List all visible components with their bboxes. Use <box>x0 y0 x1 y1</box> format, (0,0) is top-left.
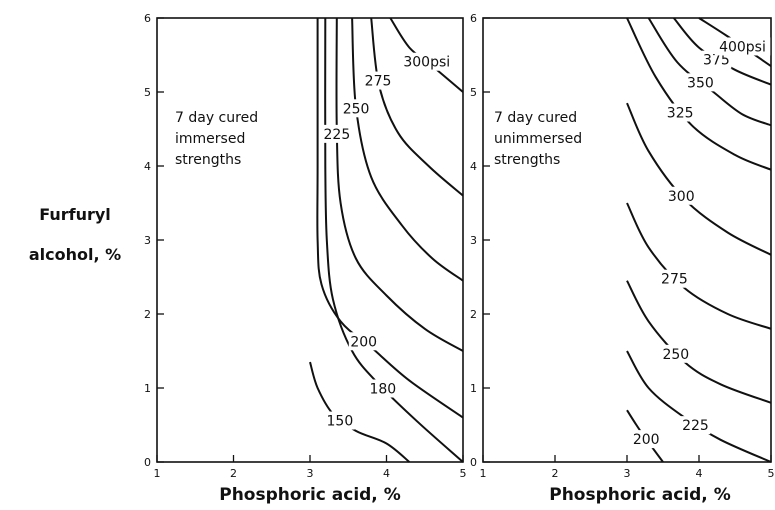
contour-label-backing <box>341 99 371 118</box>
contour-label-350: 350 <box>687 75 714 91</box>
contour-line-275 <box>626 202 772 330</box>
x-axis-title-right: Phosphoric acid, % <box>549 485 730 505</box>
y-tick-label: 5 <box>144 86 151 99</box>
contour-line-325 <box>626 17 772 171</box>
contour-label-backing <box>685 73 716 92</box>
contour-label-275: 275 <box>365 74 392 90</box>
y-tick-label: 3 <box>470 234 477 247</box>
contour-label-backing <box>348 332 379 351</box>
panel-annotation-line: strengths <box>494 152 560 168</box>
contour-label-150: 150 <box>327 414 354 430</box>
panel-annotation-line: immersed <box>175 131 245 147</box>
contour-line-275 <box>370 17 464 197</box>
plot-frame <box>156 17 464 463</box>
contour-label-400psi: 400psi <box>719 39 766 55</box>
contour-label-250: 250 <box>343 101 370 117</box>
contour-line-180 <box>324 17 464 463</box>
plot-frame <box>482 17 772 463</box>
contour-label-375: 375 <box>703 53 730 69</box>
y-tick-label: 2 <box>144 308 151 321</box>
contour-line-350 <box>647 17 772 127</box>
y-tick-label: 6 <box>144 12 151 25</box>
contour-label-backing <box>714 37 771 56</box>
x-tick-label: 5 <box>768 467 775 480</box>
y-tick-label: 1 <box>470 382 477 395</box>
x-tick-label: 5 <box>460 467 467 480</box>
y-tick-label: 5 <box>470 86 477 99</box>
contour-label-backing <box>324 411 355 430</box>
contour-label-325: 325 <box>667 106 694 122</box>
contour-label-backing <box>321 124 352 143</box>
contour-label-backing <box>680 416 711 435</box>
contour-label-200: 200 <box>633 432 660 448</box>
x-tick-label: 2 <box>552 467 559 480</box>
contour-label-backing <box>367 379 398 398</box>
y-tick-label: 0 <box>144 456 151 469</box>
x-tick-label: 3 <box>307 467 314 480</box>
contour-label-backing <box>665 103 696 122</box>
y-tick-label: 0 <box>470 456 477 469</box>
y-axis-label-line-2: alcohol, % <box>29 245 121 264</box>
contour-line-150 <box>309 361 411 463</box>
contour-line-200 <box>316 17 464 419</box>
panel-annotation-line: 7 day cured <box>494 110 577 126</box>
contour-line-225 <box>335 17 464 352</box>
contour-label-backing <box>659 269 690 288</box>
x-axis-title-left: Phosphoric acid, % <box>219 485 400 505</box>
y-tick-label: 6 <box>470 12 477 25</box>
contour-line-400psi <box>698 17 772 67</box>
contour-label-backing <box>660 344 691 363</box>
x-tick-label: 4 <box>696 467 703 480</box>
contour-line-250 <box>351 17 464 282</box>
x-tick-label: 4 <box>383 467 390 480</box>
contour-label-180: 180 <box>369 381 396 397</box>
contour-label-275: 275 <box>661 272 688 288</box>
x-tick-label: 2 <box>230 467 237 480</box>
contour-label-backing <box>398 52 455 71</box>
contour-label-250: 250 <box>662 347 689 363</box>
contour-label-backing <box>666 186 697 205</box>
panel-annotation-line: 7 day cured <box>175 110 258 126</box>
contour-label-300: 300 <box>668 189 695 205</box>
y-tick-label: 3 <box>144 234 151 247</box>
contour-label-225: 225 <box>682 418 709 434</box>
contour-label-300psi: 300psi <box>403 55 450 71</box>
contour-line-300 <box>626 102 772 256</box>
x-tick-label: 1 <box>480 467 487 480</box>
x-tick-label: 3 <box>624 467 631 480</box>
y-tick-label: 2 <box>470 308 477 321</box>
y-axis-label-line-1: Furfuryl <box>39 205 111 224</box>
contour-label-200: 200 <box>350 334 377 350</box>
y-tick-label: 4 <box>144 160 151 173</box>
panel-annotation-line: unimmersed <box>494 131 582 147</box>
contour-label-225: 225 <box>324 127 351 143</box>
panel-annotation-line: strengths <box>175 152 241 168</box>
contour-label-backing <box>631 430 662 449</box>
y-tick-label: 1 <box>144 382 151 395</box>
y-tick-label: 4 <box>470 160 477 173</box>
contour-label-backing <box>363 71 393 90</box>
x-tick-label: 1 <box>154 467 161 480</box>
